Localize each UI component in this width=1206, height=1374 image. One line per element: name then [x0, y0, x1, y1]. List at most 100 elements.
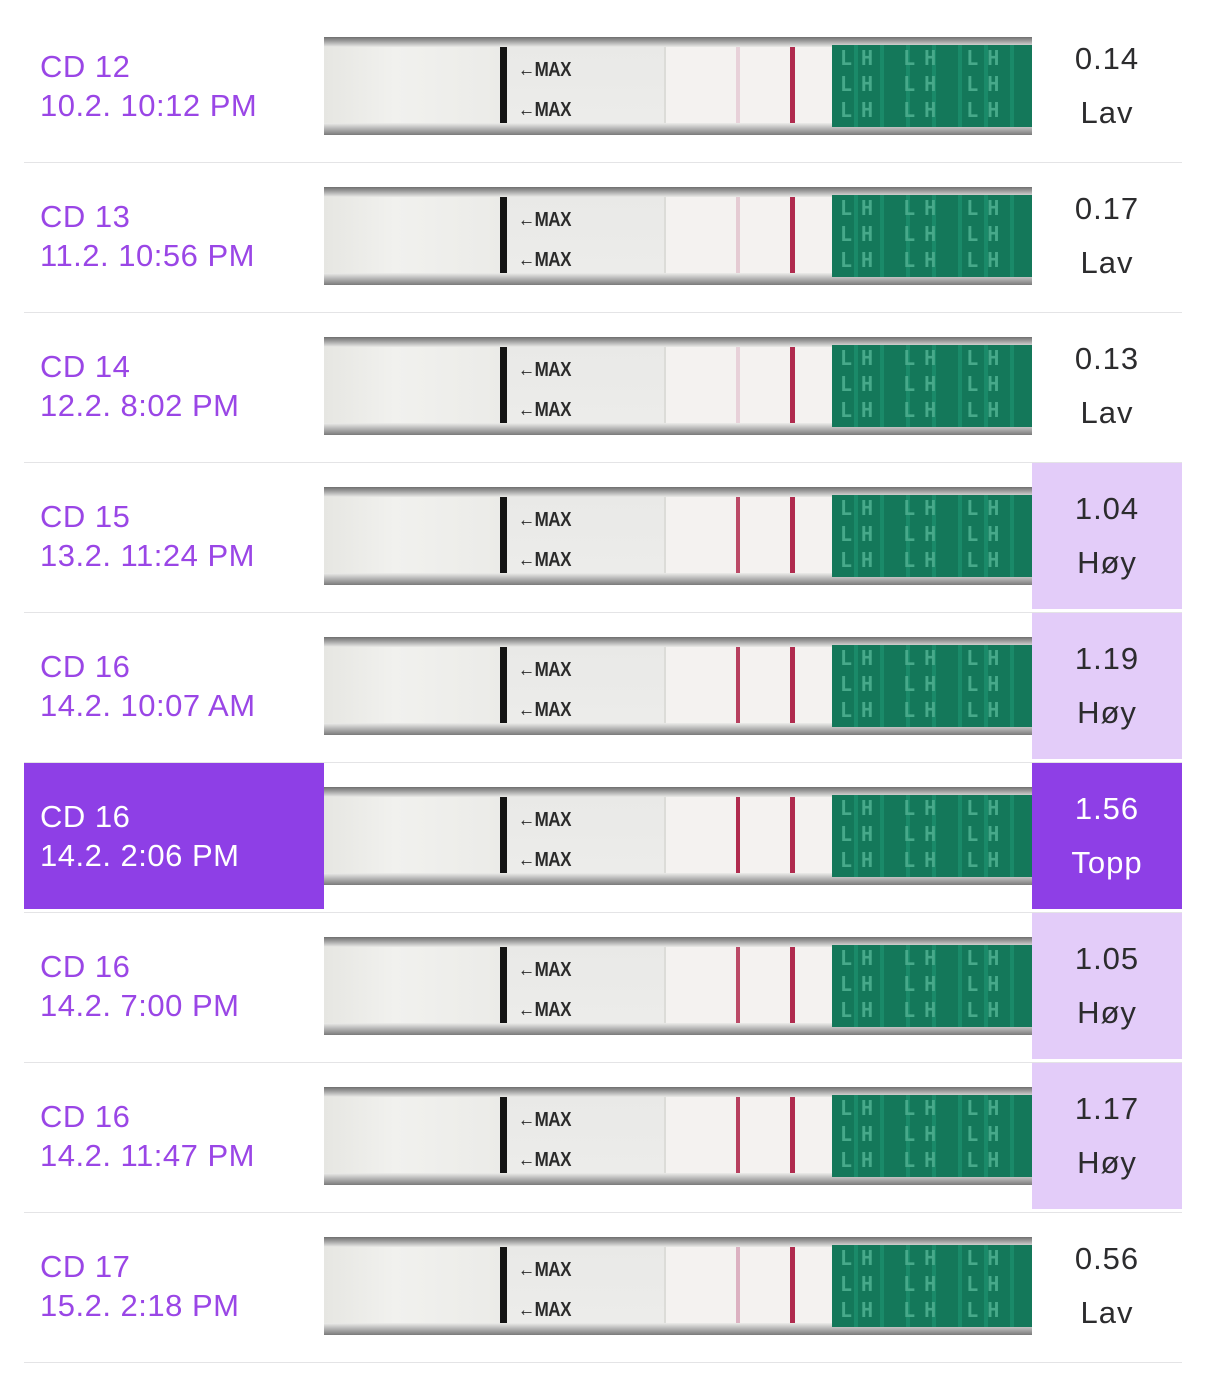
cycle-day-text: CD 13: [40, 199, 131, 234]
test-result: 1.56 Topp: [1032, 763, 1182, 909]
test-value-text: 1.17: [1074, 1091, 1140, 1126]
test-strip-photo[interactable]: ←MAX ←MAX LH LH LH LH LH LH LH LH LH LH …: [324, 1237, 1032, 1335]
test-strip-photo[interactable]: ←MAX ←MAX LH LH LH LH LH LH LH LH LH LH …: [324, 487, 1032, 585]
strip-sample-pad: [324, 1097, 500, 1173]
cycle-day-text: CD 14: [40, 349, 131, 384]
strip-max-label: ←MAX: [518, 509, 572, 531]
strip-control-line: [790, 1247, 795, 1323]
strip-max-label: ←MAX: [518, 99, 572, 121]
strip-dip-bar: [500, 1097, 507, 1173]
strip-lh-handle: LH LH LH LH LH LH LH LH LH LH LH LH LH L…: [832, 1095, 1032, 1177]
strip-result-window: [664, 647, 836, 723]
test-datetime-text: 14.2. 2:06 PM: [40, 838, 240, 873]
strip-result-window: [664, 347, 836, 423]
strip-test-line: [736, 947, 740, 1023]
strip-dip-bar: [500, 197, 507, 273]
test-strip-photo[interactable]: ←MAX ←MAX LH LH LH LH LH LH LH LH LH LH …: [324, 937, 1032, 1035]
cycle-day-text: CD 16: [40, 1099, 131, 1134]
strip-max-label: ←MAX: [518, 1109, 572, 1131]
strip-lh-handle: LH LH LH LH LH LH LH LH LH LH LH LH LH L…: [832, 645, 1032, 727]
test-datetime-text: 12.2. 8:02 PM: [40, 388, 240, 423]
test-label: CD 12 10.2. 10:12 PM: [24, 13, 324, 159]
test-strip-photo[interactable]: ←MAX ←MAX LH LH LH LH LH LH LH LH LH LH …: [324, 187, 1032, 285]
test-row[interactable]: CD 12 10.2. 10:12 PM ←MAX ←MAX LH LH LH …: [24, 13, 1182, 163]
strip-control-line: [790, 197, 795, 273]
strip-result-window: [664, 497, 836, 573]
test-strip-photo[interactable]: ←MAX ←MAX LH LH LH LH LH LH LH LH LH LH …: [324, 1087, 1032, 1185]
test-row[interactable]: CD 13 11.2. 10:56 PM ←MAX ←MAX LH LH LH …: [24, 163, 1182, 313]
strip-control-line: [790, 647, 795, 723]
test-value-text: 1.05: [1074, 941, 1140, 976]
strip-lh-handle: LH LH LH LH LH LH LH LH LH LH LH LH LH L…: [832, 1245, 1032, 1327]
test-strip-photo[interactable]: ←MAX ←MAX LH LH LH LH LH LH LH LH LH LH …: [324, 37, 1032, 135]
strip-control-line: [790, 47, 795, 123]
test-label: CD 17 15.2. 2:18 PM: [24, 1213, 324, 1359]
strip-dip-bar: [500, 497, 507, 573]
strip-test-line: [736, 47, 740, 123]
cycle-day-text: CD 16: [40, 649, 131, 684]
test-result: 0.13 Lav: [1032, 313, 1182, 459]
test-strip-photo[interactable]: ←MAX ←MAX LH LH LH LH LH LH LH LH LH LH …: [324, 787, 1032, 885]
test-row[interactable]: CD 14 12.2. 8:02 PM ←MAX ←MAX LH LH LH L…: [24, 313, 1182, 463]
lh-test-list: CD 12 10.2. 10:12 PM ←MAX ←MAX LH LH LH …: [24, 13, 1182, 1363]
strip-result-window: [664, 197, 836, 273]
strip-dip-bar: [500, 947, 507, 1023]
strip-max-label: ←MAX: [518, 209, 572, 231]
test-level-text: Lav: [1080, 1295, 1134, 1330]
test-level-text: Lav: [1080, 395, 1134, 430]
strip-dip-bar: [500, 347, 507, 423]
strip-lh-handle: LH LH LH LH LH LH LH LH LH LH LH LH LH L…: [832, 945, 1032, 1027]
strip-sample-pad: [324, 647, 500, 723]
strip-lh-handle: LH LH LH LH LH LH LH LH LH LH LH LH LH L…: [832, 795, 1032, 877]
test-row[interactable]: CD 16 14.2. 11:47 PM ←MAX ←MAX LH LH LH …: [24, 1063, 1182, 1213]
test-label: CD 13 11.2. 10:56 PM: [24, 163, 324, 309]
strip-sample-pad: [324, 347, 500, 423]
test-value-text: 0.14: [1074, 41, 1140, 76]
test-value-text: 1.04: [1074, 491, 1140, 526]
strip-max-label: ←MAX: [518, 249, 572, 271]
test-label: CD 16 14.2. 10:07 AM: [24, 613, 324, 759]
strip-max-label: ←MAX: [518, 1259, 572, 1281]
strip-lh-handle: LH LH LH LH LH LH LH LH LH LH LH LH LH L…: [832, 495, 1032, 577]
test-result: 0.56 Lav: [1032, 1213, 1182, 1359]
strip-sample-pad: [324, 47, 500, 123]
test-row[interactable]: CD 16 14.2. 10:07 AM ←MAX ←MAX LH LH LH …: [24, 613, 1182, 763]
strip-test-line: [736, 197, 740, 273]
strip-dip-bar: [500, 647, 507, 723]
cycle-day-text: CD 15: [40, 499, 131, 534]
strip-test-line: [736, 1097, 740, 1173]
strip-test-line: [736, 1247, 740, 1323]
test-datetime-text: 14.2. 7:00 PM: [40, 988, 240, 1023]
test-label: CD 14 12.2. 8:02 PM: [24, 313, 324, 459]
strip-max-label: ←MAX: [518, 399, 572, 421]
test-datetime-text: 13.2. 11:24 PM: [40, 538, 255, 573]
test-strip-photo[interactable]: ←MAX ←MAX LH LH LH LH LH LH LH LH LH LH …: [324, 337, 1032, 435]
test-level-text: Høy: [1077, 695, 1137, 730]
strip-result-window: [664, 1097, 836, 1173]
test-result: 1.05 Høy: [1032, 913, 1182, 1059]
strip-max-label: ←MAX: [518, 959, 572, 981]
test-row[interactable]: CD 16 14.2. 2:06 PM ←MAX ←MAX LH LH LH L…: [24, 763, 1182, 913]
strip-result-window: [664, 797, 836, 873]
strip-max-label: ←MAX: [518, 549, 572, 571]
strip-lh-handle: LH LH LH LH LH LH LH LH LH LH LH LH LH L…: [832, 195, 1032, 277]
strip-control-line: [790, 797, 795, 873]
test-datetime-text: 11.2. 10:56 PM: [40, 238, 255, 273]
test-strip-photo[interactable]: ←MAX ←MAX LH LH LH LH LH LH LH LH LH LH …: [324, 637, 1032, 735]
strip-test-line: [736, 647, 740, 723]
test-row[interactable]: CD 15 13.2. 11:24 PM ←MAX ←MAX LH LH LH …: [24, 463, 1182, 613]
strip-result-window: [664, 1247, 836, 1323]
test-datetime-text: 14.2. 10:07 AM: [40, 688, 256, 723]
test-value-text: 0.56: [1074, 1241, 1140, 1276]
strip-test-line: [736, 497, 740, 573]
test-datetime-text: 15.2. 2:18 PM: [40, 1288, 240, 1323]
test-value-text: 0.17: [1074, 191, 1140, 226]
strip-control-line: [790, 947, 795, 1023]
strip-max-label: ←MAX: [518, 659, 572, 681]
test-value-text: 1.19: [1074, 641, 1140, 676]
test-row[interactable]: CD 17 15.2. 2:18 PM ←MAX ←MAX LH LH LH L…: [24, 1213, 1182, 1363]
test-row[interactable]: CD 16 14.2. 7:00 PM ←MAX ←MAX LH LH LH L…: [24, 913, 1182, 1063]
strip-control-line: [790, 1097, 795, 1173]
test-level-text: Høy: [1077, 995, 1137, 1030]
strip-result-window: [664, 947, 836, 1023]
